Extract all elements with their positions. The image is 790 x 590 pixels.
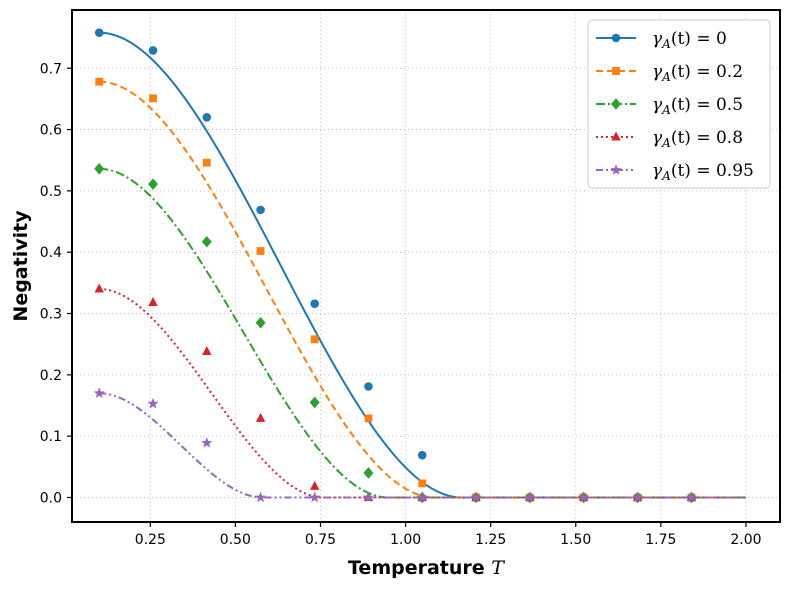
data-point [148, 46, 158, 55]
series-markers-2 [94, 163, 697, 504]
data-point [310, 299, 319, 309]
legend-label: γA(t) = 0 [652, 29, 727, 51]
data-point [364, 414, 373, 423]
legend-entry-3: γA(t) = 0.8 [596, 128, 743, 150]
data-point [202, 113, 212, 122]
legend-box [587, 19, 771, 189]
data-point [417, 450, 427, 460]
data-point [148, 178, 158, 190]
data-point [95, 77, 104, 86]
data-point [362, 491, 374, 503]
y-axis-title: Negativity [10, 210, 32, 322]
data-point [201, 437, 213, 448]
data-point [686, 491, 697, 503]
data-point [364, 382, 373, 391]
x-axis-title: Temperature T [348, 557, 505, 579]
x-tick-label: 1.00 [390, 532, 421, 548]
data-point [94, 163, 105, 175]
legend-label: γA(t) = 0.8 [652, 128, 743, 150]
data-point [309, 491, 321, 503]
grid-lines [72, 10, 780, 522]
series-markers [93, 28, 697, 504]
data-point [94, 283, 104, 293]
y-tick-label: 0.6 [40, 123, 62, 139]
y-axis-ticks: 0.0 0.1 0.2 0.3 0.4 0.5 0.6 0.7 [40, 61, 72, 506]
data-point [202, 158, 211, 167]
data-point [202, 346, 212, 356]
x-tick-label: 0.50 [220, 532, 251, 548]
series-markers-3 [94, 283, 697, 501]
data-point [632, 491, 644, 503]
x-tick-label: 0.25 [135, 532, 166, 548]
x-axis-ticks: 0.25 0.50 0.75 1.00 1.25 1.50 1.75 2.00 [135, 522, 762, 548]
legend-marker [611, 131, 621, 141]
legend-entry-0: γA(t) = 0 [596, 29, 727, 51]
data-point [578, 491, 590, 503]
data-point [256, 247, 265, 255]
data-point [310, 335, 319, 344]
plot-frame [71, 9, 781, 523]
data-point [255, 491, 267, 503]
x-tick-label: 2.00 [730, 532, 761, 548]
legend-marker [611, 98, 621, 110]
data-point [147, 397, 159, 409]
data-point [255, 316, 266, 329]
data-point [418, 479, 427, 488]
data-point [93, 387, 105, 398]
legend-marker [612, 67, 620, 75]
x-tick-label: 0.75 [305, 532, 336, 548]
y-tick-label: 0.4 [40, 245, 62, 261]
legend-marker [610, 164, 622, 175]
data-point [470, 491, 482, 503]
data-point [94, 28, 104, 37]
legend-marker [611, 33, 621, 43]
data-point [363, 467, 374, 479]
series-markers-4 [93, 387, 697, 503]
data-point [524, 491, 536, 503]
y-tick-label: 0.1 [40, 429, 62, 445]
y-tick-label: 0.7 [40, 61, 62, 77]
y-tick-label: 0.2 [40, 368, 62, 384]
legend-entry-4: γA(t) = 0.95 [596, 161, 754, 183]
legend-label: γA(t) = 0.95 [652, 161, 754, 183]
legend: γA(t) = 0 γA(t) = 0.2 γA(t) = 0.5 γA(t) = 0… [587, 19, 771, 189]
y-tick-label: 0.0 [40, 490, 62, 506]
legend-label: γA(t) = 0.2 [652, 62, 743, 84]
x-tick-label: 1.50 [560, 532, 591, 548]
legend-entry-1: γA(t) = 0.2 [596, 62, 743, 84]
data-point [148, 297, 158, 306]
y-tick-label: 0.3 [40, 307, 62, 323]
data-point [149, 94, 157, 103]
series-line-3 [99, 287, 746, 499]
x-tick-label: 1.25 [475, 532, 506, 548]
legend-label: γA(t) = 0.5 [652, 95, 743, 117]
data-point [416, 491, 428, 503]
data-point [309, 396, 320, 409]
data-point [201, 236, 212, 248]
data-point [255, 412, 266, 422]
data-point [309, 480, 320, 490]
y-tick-label: 0.5 [40, 184, 62, 200]
data-point [256, 205, 265, 215]
series-line-2 [99, 167, 746, 499]
legend-entry-2: γA(t) = 0.5 [596, 95, 743, 117]
x-tick-label: 1.75 [645, 532, 676, 548]
